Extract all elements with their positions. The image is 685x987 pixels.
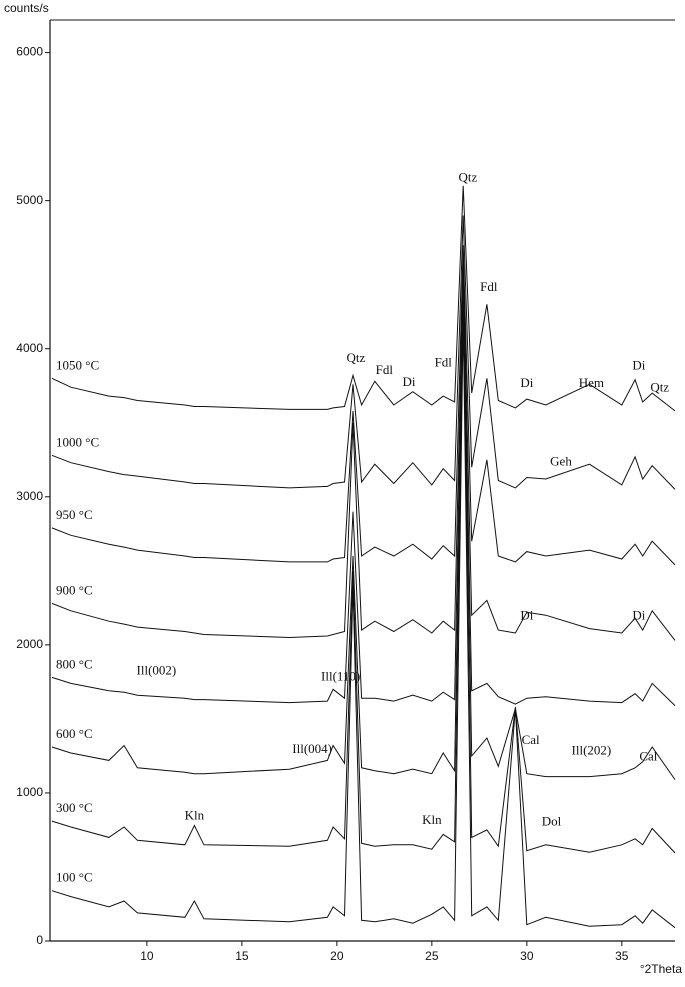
peak-label: Hem (579, 375, 604, 390)
peak-label: Di (632, 357, 645, 372)
peak-label: Fdl (480, 279, 498, 294)
x-tick-label: 20 (330, 949, 344, 963)
y-tick-label: 4000 (16, 341, 43, 355)
xrd-trace (51, 282, 676, 780)
xrd-trace (51, 185, 676, 412)
xrd-trace (51, 319, 676, 929)
series-label: 1050 °C (56, 357, 99, 372)
peak-label: Dol (542, 814, 562, 829)
x-tick-label: 30 (520, 949, 534, 963)
peak-label: Ill(002) (137, 662, 177, 677)
peak-label: Cal (639, 748, 657, 763)
peak-label: Qtz (459, 169, 478, 184)
peak-label: Ill(202) (572, 742, 612, 757)
y-tick-label: 5000 (16, 193, 43, 207)
series-label: 950 °C (56, 507, 93, 522)
xrd-trace (51, 274, 676, 706)
peak-label: Qtz (346, 350, 365, 365)
peak-label: Kln (185, 808, 205, 823)
y-axis-label: counts/s (4, 1, 49, 15)
series-label: 800 °C (56, 656, 93, 671)
peak-label: Ill(110) (321, 668, 360, 683)
peak-label: Di (520, 608, 533, 623)
x-axis-label: °2Theta (640, 962, 682, 976)
peak-label: Di (632, 608, 645, 623)
y-tick-label: 0 (36, 933, 43, 947)
xrd-trace (51, 215, 676, 490)
peak-label: Kln (422, 812, 442, 827)
y-tick-label: 2000 (16, 637, 43, 651)
series-label: 1000 °C (56, 434, 99, 449)
peak-label: Cal (522, 732, 540, 747)
x-tick-label: 10 (140, 949, 154, 963)
y-tick-label: 3000 (16, 489, 43, 503)
y-tick-label: 6000 (16, 45, 43, 59)
series-label: 900 °C (56, 582, 93, 597)
series-label: 100 °C (56, 870, 93, 885)
peak-label: Ill(004) (292, 741, 332, 756)
peak-label: Di (403, 374, 416, 389)
peak-label: Geh (550, 454, 572, 469)
xrd-trace (51, 245, 676, 566)
peak-label: Qtz (650, 380, 669, 395)
xrd-trace (51, 289, 676, 854)
x-tick-label: 15 (235, 949, 249, 963)
x-tick-label: 35 (615, 949, 629, 963)
y-tick-label: 1000 (16, 785, 43, 799)
peak-label: Di (520, 375, 533, 390)
x-tick-label: 25 (425, 949, 439, 963)
series-label: 300 °C (56, 800, 93, 815)
peak-label: Fdl (376, 362, 394, 377)
peak-label: Fdl (435, 355, 453, 370)
xrd-trace (51, 259, 676, 641)
series-label: 600 °C (56, 726, 93, 741)
